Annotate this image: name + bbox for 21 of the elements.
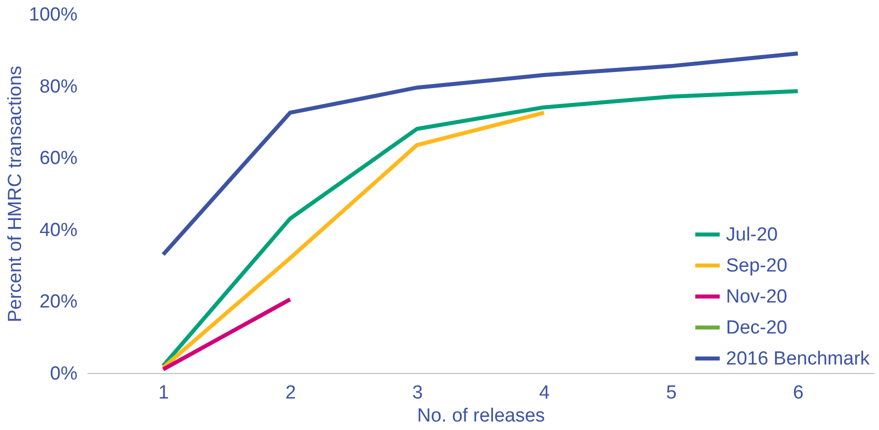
y-tick-label: 20% <box>39 292 78 313</box>
x-tick-label: 3 <box>412 382 423 404</box>
x-tick-label: 4 <box>539 382 550 404</box>
x-tick-label: 2 <box>285 382 296 404</box>
line-series <box>161 51 800 257</box>
y-tick-label: 100% <box>28 4 78 26</box>
y-tick-label: 40% <box>39 220 78 241</box>
y-tick-label: 60% <box>39 148 78 170</box>
y-tick-label: 0% <box>50 364 78 384</box>
x-tick-label: 1 <box>158 382 169 404</box>
line-series <box>161 110 546 370</box>
y-tick-label: 80% <box>39 76 78 98</box>
x-tick-label: 6 <box>793 382 804 404</box>
legend-label: Nov-20 <box>726 286 788 308</box>
y-axis-title: Percent of HMRC transactions <box>4 66 26 322</box>
legend-label: 2016 Benchmark <box>726 348 870 370</box>
legend-label: Jul-20 <box>726 224 778 246</box>
legend-label: Sep-20 <box>726 256 788 276</box>
x-tick-label: 5 <box>666 382 677 404</box>
legend-label: Dec-20 <box>726 318 788 338</box>
x-axis-title: No. of releases <box>417 406 545 426</box>
